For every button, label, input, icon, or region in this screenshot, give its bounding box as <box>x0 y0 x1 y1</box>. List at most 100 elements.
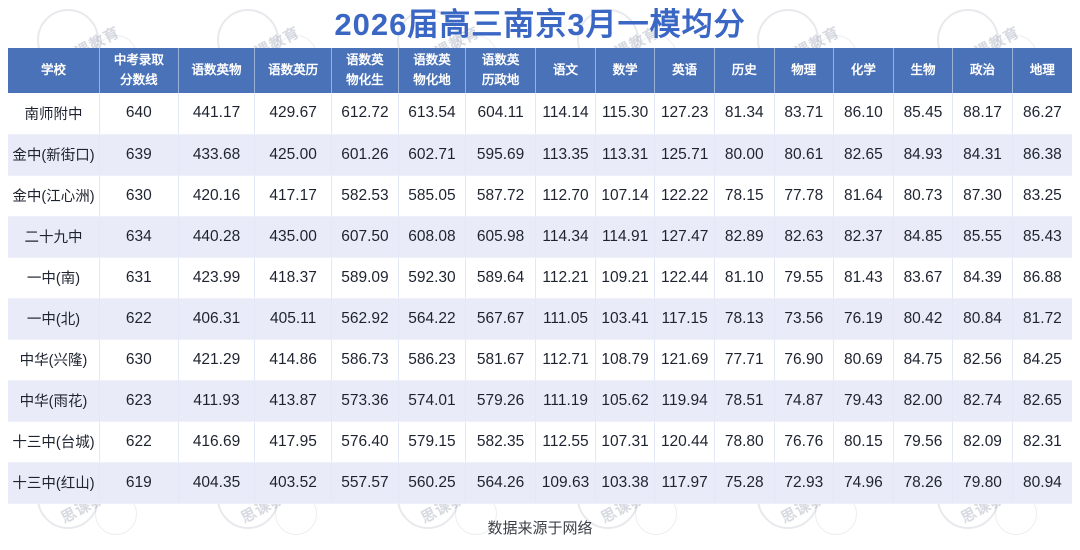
score-cell: 73.56 <box>774 298 835 340</box>
score-cell: 84.31 <box>952 134 1013 176</box>
score-cell: 78.13 <box>714 298 775 340</box>
score-cell: 74.96 <box>833 462 894 504</box>
score-cell: 84.39 <box>952 257 1013 299</box>
score-cell: 623 <box>99 380 179 422</box>
score-cell: 582.53 <box>331 175 399 217</box>
score-cell: 81.34 <box>714 93 775 135</box>
score-cell: 84.25 <box>1012 339 1072 381</box>
score-cell: 84.85 <box>893 216 954 258</box>
score-cell: 608.08 <box>398 216 466 258</box>
score-cell: 612.72 <box>331 93 399 135</box>
score-cell: 80.42 <box>893 298 954 340</box>
score-cell: 582.35 <box>465 421 537 463</box>
school-cell: 十三中(红山) <box>8 462 100 504</box>
score-cell: 111.19 <box>535 380 596 422</box>
school-cell: 十三中(台城) <box>8 421 100 463</box>
score-cell: 107.14 <box>595 175 656 217</box>
score-cell: 80.94 <box>1012 462 1072 504</box>
score-cell: 405.11 <box>254 298 332 340</box>
score-cell: 127.23 <box>654 93 715 135</box>
score-cell: 77.71 <box>714 339 775 381</box>
score-cell: 406.31 <box>178 298 256 340</box>
score-cell: 82.00 <box>893 380 954 422</box>
score-cell: 117.97 <box>654 462 715 504</box>
score-cell: 81.43 <box>833 257 894 299</box>
table-row: 金中(新街口) 639 433.68 425.00 601.26 602.71 595.69… <box>8 134 1072 176</box>
score-cell: 639 <box>99 134 179 176</box>
table-row: 南师附中 640 441.17 429.67 612.72 613.54 604.11 114… <box>8 93 1072 135</box>
score-cell: 112.71 <box>535 339 596 381</box>
score-cell: 601.26 <box>331 134 399 176</box>
school-cell: 一中(北) <box>8 298 100 340</box>
column-header: 语数英历 <box>254 48 332 93</box>
score-cell: 81.72 <box>1012 298 1072 340</box>
score-cell: 88.17 <box>952 93 1013 135</box>
score-cell: 103.38 <box>595 462 656 504</box>
score-cell: 109.63 <box>535 462 596 504</box>
column-header: 地理 <box>1012 48 1072 93</box>
score-cell: 78.51 <box>714 380 775 422</box>
score-cell: 115.30 <box>595 93 656 135</box>
score-cell: 117.15 <box>654 298 715 340</box>
school-cell: 一中(南) <box>8 257 100 299</box>
score-cell: 79.80 <box>952 462 1013 504</box>
score-cell: 87.30 <box>952 175 1013 217</box>
score-cell: 83.71 <box>774 93 835 135</box>
score-cell: 84.75 <box>893 339 954 381</box>
score-cell: 80.73 <box>893 175 954 217</box>
score-cell: 85.43 <box>1012 216 1072 258</box>
score-cell: 122.44 <box>654 257 715 299</box>
score-cell: 418.37 <box>254 257 332 299</box>
score-cell: 567.67 <box>465 298 537 340</box>
score-cell: 79.55 <box>774 257 835 299</box>
score-cell: 112.70 <box>535 175 596 217</box>
score-cell: 127.47 <box>654 216 715 258</box>
score-cell: 416.69 <box>178 421 256 463</box>
table-row: 中华(雨花) 623 411.93 413.87 573.36 574.01 579.26 1… <box>8 380 1072 422</box>
score-cell: 82.56 <box>952 339 1013 381</box>
score-cell: 404.35 <box>178 462 256 504</box>
score-cell: 435.00 <box>254 216 332 258</box>
score-cell: 86.10 <box>833 93 894 135</box>
score-cell: 586.73 <box>331 339 399 381</box>
score-cell: 79.56 <box>893 421 954 463</box>
column-header: 中考录取 分数线 <box>99 48 179 93</box>
score-cell: 111.05 <box>535 298 596 340</box>
score-cell: 622 <box>99 421 179 463</box>
score-cell: 589.64 <box>465 257 537 299</box>
score-cell: 83.67 <box>893 257 954 299</box>
score-cell: 77.78 <box>774 175 835 217</box>
score-cell: 640 <box>99 93 179 135</box>
score-cell: 86.88 <box>1012 257 1072 299</box>
score-cell: 108.79 <box>595 339 656 381</box>
score-cell: 84.93 <box>893 134 954 176</box>
score-cell: 103.41 <box>595 298 656 340</box>
score-cell: 114.14 <box>535 93 596 135</box>
score-cell: 574.01 <box>398 380 466 422</box>
score-cell: 413.87 <box>254 380 332 422</box>
score-cell: 433.68 <box>178 134 256 176</box>
score-cell: 81.64 <box>833 175 894 217</box>
score-table: 学校 中考录取 分数线 语数英物 语数英历 语数英 物化生 语数英 物化地 语数英 历政地语… <box>8 48 1072 504</box>
score-cell: 113.35 <box>535 134 596 176</box>
school-cell: 金中(江心洲) <box>8 175 100 217</box>
score-cell: 586.23 <box>398 339 466 381</box>
score-cell: 112.55 <box>535 421 596 463</box>
school-cell: 二十九中 <box>8 216 100 258</box>
table-row: 一中(北) 622 406.31 405.11 562.92 564.22 567.67 11… <box>8 298 1072 340</box>
score-cell: 75.28 <box>714 462 775 504</box>
score-cell: 619 <box>99 462 179 504</box>
column-header: 语文 <box>535 48 596 93</box>
score-cell: 630 <box>99 339 179 381</box>
score-cell: 622 <box>99 298 179 340</box>
score-cell: 429.67 <box>254 93 332 135</box>
table-row: 中华(兴隆) 630 421.29 414.86 586.73 586.23 581.67 1… <box>8 339 1072 381</box>
score-cell: 605.98 <box>465 216 537 258</box>
score-cell: 631 <box>99 257 179 299</box>
table-row: 二十九中 634 440.28 435.00 607.50 608.08 605.98 114… <box>8 216 1072 258</box>
score-cell: 403.52 <box>254 462 332 504</box>
score-cell: 82.09 <box>952 421 1013 463</box>
table-row: 金中(江心洲) 630 420.16 417.17 582.53 585.05 587.72… <box>8 175 1072 217</box>
score-cell: 109.21 <box>595 257 656 299</box>
table-row: 十三中(红山) 619 404.35 403.52 557.57 560.25 564.26… <box>8 462 1072 504</box>
